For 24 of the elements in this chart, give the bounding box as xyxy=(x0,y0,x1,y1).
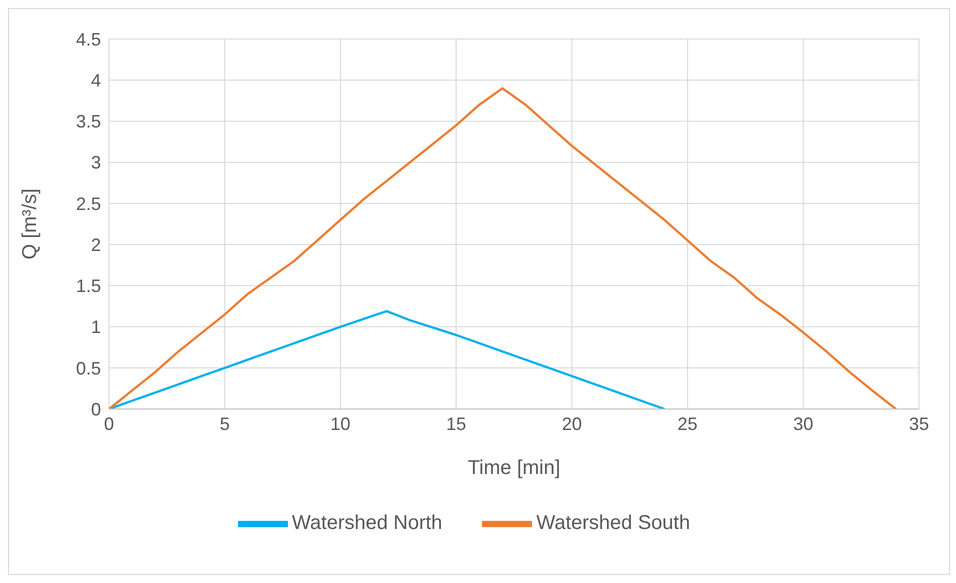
y-axis-title: Q [m³/s] xyxy=(19,188,42,260)
x-tick-label: 30 xyxy=(793,414,814,434)
legend-label: Watershed North xyxy=(292,512,442,534)
y-tick-label: 1 xyxy=(90,317,101,338)
y-tick-label: 4.5 xyxy=(76,29,101,50)
y-tick-label: 2.5 xyxy=(76,194,101,214)
x-tick-label: 20 xyxy=(562,414,582,434)
y-tick-label: 4 xyxy=(90,70,101,90)
y-tick-label: 0 xyxy=(90,399,101,420)
y-tick-label: 2 xyxy=(90,234,101,255)
x-tick-label: 15 xyxy=(446,414,466,434)
x-tick-label: 35 xyxy=(908,414,930,434)
x-tick-label: 25 xyxy=(678,414,698,434)
line-series xyxy=(109,87,897,409)
y-tick-label: 1.5 xyxy=(76,276,101,296)
legend-label: Watershed South xyxy=(536,512,690,534)
y-tick-label: 3.5 xyxy=(76,112,101,132)
x-tick-label: 5 xyxy=(220,414,230,434)
x-axis-title: Time [min] xyxy=(468,457,560,479)
y-tick-label: 3 xyxy=(90,152,101,173)
line-series xyxy=(109,310,666,409)
y-tick-label: 0.5 xyxy=(76,358,101,378)
x-tick-label: 10 xyxy=(330,414,350,434)
x-tick-label: 0 xyxy=(104,414,114,434)
